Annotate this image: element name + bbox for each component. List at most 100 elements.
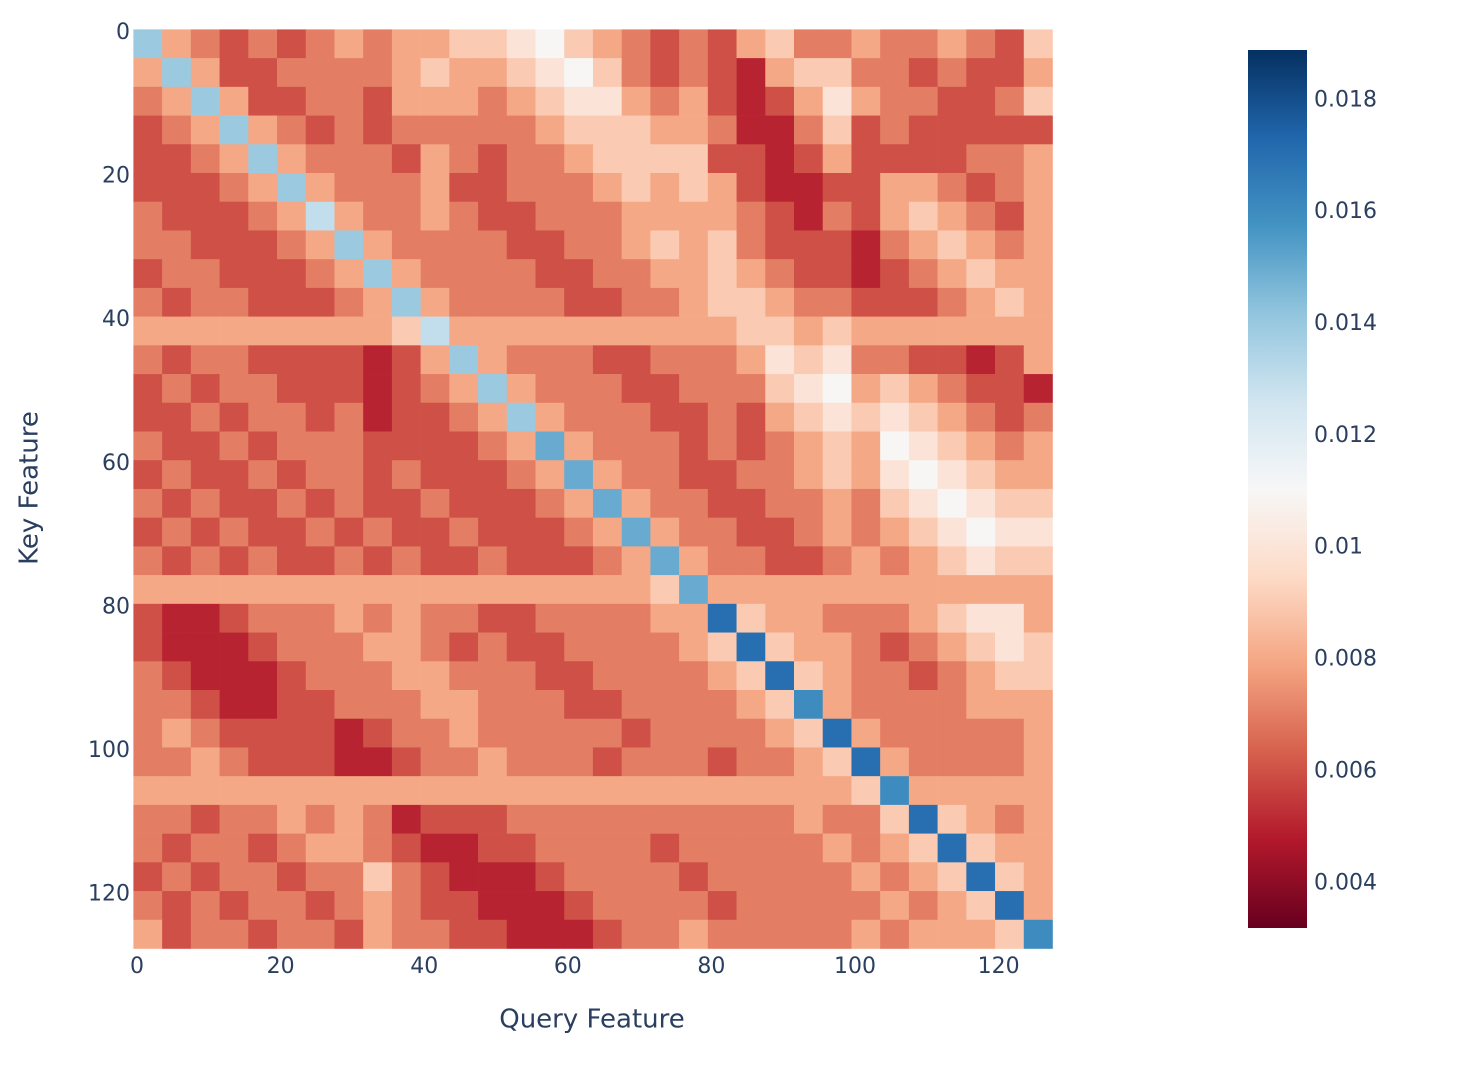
heatmap-cell: [305, 431, 335, 461]
heatmap-cell: [391, 374, 421, 404]
heatmap-cell: [219, 632, 249, 662]
heatmap-cell: [995, 230, 1025, 260]
heatmap-cell: [248, 58, 278, 88]
heatmap-cell: [707, 115, 737, 145]
heatmap-cell: [1023, 833, 1053, 863]
heatmap-cell: [363, 862, 393, 892]
heatmap-cell: [248, 374, 278, 404]
heatmap-cell: [822, 747, 852, 777]
heatmap-cell: [679, 230, 709, 260]
heatmap-cell: [908, 517, 938, 547]
heatmap-cell: [391, 862, 421, 892]
heatmap-cell: [736, 316, 766, 346]
heatmap-cell: [851, 488, 881, 518]
heatmap-cell: [880, 374, 910, 404]
heatmap-cell: [478, 345, 508, 375]
heatmap-cell: [851, 833, 881, 863]
heatmap-cells: [133, 29, 1053, 949]
heatmap-cell: [794, 173, 824, 203]
heatmap-cell: [506, 316, 536, 346]
heatmap-cell: [478, 776, 508, 806]
heatmap-cell: [363, 287, 393, 317]
heatmap-cell: [794, 919, 824, 949]
heatmap-cell: [363, 718, 393, 748]
heatmap-cell: [995, 891, 1025, 921]
heatmap-cell: [535, 833, 565, 863]
heatmap-cell: [162, 374, 192, 404]
heatmap-cell: [1023, 517, 1053, 547]
heatmap-cell: [966, 919, 996, 949]
heatmap-cell: [966, 58, 996, 88]
heatmap-cell: [363, 776, 393, 806]
heatmap-cell: [995, 776, 1025, 806]
y-tick-label: 120: [88, 882, 130, 907]
y-tick-label: 60: [102, 451, 130, 476]
heatmap-cell: [248, 661, 278, 691]
heatmap-cell: [908, 230, 938, 260]
heatmap-cell: [219, 259, 249, 289]
heatmap-cell: [478, 632, 508, 662]
heatmap-cell: [707, 546, 737, 576]
heatmap-cell: [334, 804, 364, 834]
heatmap-cell: [765, 230, 795, 260]
heatmap-cell: [133, 58, 163, 88]
heatmap-cell: [966, 862, 996, 892]
heatmap-cell: [707, 804, 737, 834]
heatmap-cell: [133, 690, 163, 720]
y-tick-label: 80: [102, 594, 130, 619]
heatmap-cell: [506, 58, 536, 88]
heatmap-cell: [794, 115, 824, 145]
x-tick-label: 80: [697, 954, 725, 979]
heatmap-cell: [679, 488, 709, 518]
heatmap-cell: [966, 345, 996, 375]
y-axis-title: Key Feature: [15, 411, 45, 565]
heatmap-cell: [880, 402, 910, 432]
heatmap-cell: [851, 316, 881, 346]
heatmap-cell: [765, 632, 795, 662]
heatmap-cell: [248, 776, 278, 806]
heatmap-cell: [794, 833, 824, 863]
heatmap-cell: [937, 144, 967, 174]
heatmap-cell: [908, 58, 938, 88]
heatmap-cell: [564, 661, 594, 691]
heatmap-cell: [162, 661, 192, 691]
heatmap-cell: [535, 804, 565, 834]
heatmap-cell: [190, 402, 220, 432]
heatmap-cell: [133, 546, 163, 576]
heatmap-cell: [334, 575, 364, 605]
heatmap-cell: [564, 891, 594, 921]
heatmap-cell: [277, 58, 307, 88]
heatmap-cell: [650, 776, 680, 806]
heatmap-cell: [391, 259, 421, 289]
heatmap-cell: [851, 603, 881, 633]
heatmap-cell: [190, 546, 220, 576]
colorbar-tick-label: 0.016: [1314, 199, 1377, 224]
heatmap-cell: [219, 230, 249, 260]
heatmap-cell: [679, 201, 709, 231]
heatmap-cell: [420, 345, 450, 375]
heatmap-cell: [391, 402, 421, 432]
heatmap-cell: [420, 86, 450, 116]
heatmap-cell: [190, 316, 220, 346]
heatmap-cell: [420, 632, 450, 662]
heatmap-cell: [794, 402, 824, 432]
heatmap-cell: [707, 287, 737, 317]
heatmap-cell: [449, 718, 479, 748]
heatmap-cell: [679, 58, 709, 88]
heatmap-cell: [650, 460, 680, 490]
heatmap-cell: [363, 603, 393, 633]
heatmap-cell: [679, 173, 709, 203]
heatmap-cell: [248, 402, 278, 432]
heatmap-cell: [794, 488, 824, 518]
heatmap-cell: [133, 833, 163, 863]
heatmap-cell: [564, 804, 594, 834]
heatmap-cell: [478, 230, 508, 260]
heatmap-cell: [190, 718, 220, 748]
heatmap-cell: [506, 718, 536, 748]
heatmap-cell: [564, 259, 594, 289]
heatmap-cell: [363, 747, 393, 777]
heatmap-cell: [133, 919, 163, 949]
heatmap-cell: [277, 919, 307, 949]
heatmap-cell: [391, 488, 421, 518]
heatmap-cell: [506, 460, 536, 490]
